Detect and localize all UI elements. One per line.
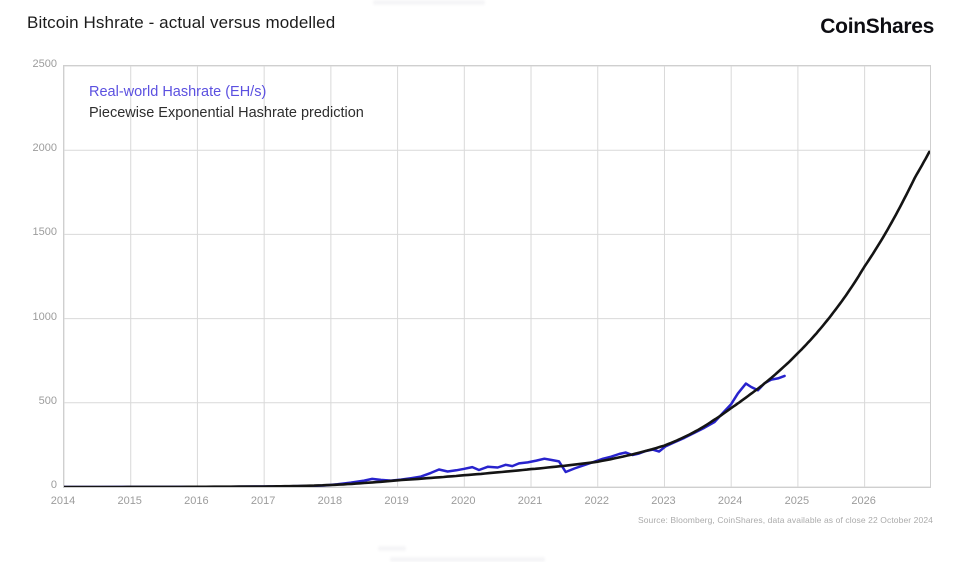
x-tick-label: 2017 bbox=[250, 495, 276, 507]
coinshares-logo: CoinShares bbox=[820, 15, 934, 38]
y-tick-label: 1000 bbox=[32, 310, 57, 323]
x-tick-label: 2015 bbox=[117, 495, 142, 507]
y-tick-label: 500 bbox=[38, 394, 57, 407]
x-tick-label: 2019 bbox=[384, 495, 409, 507]
y-tick-label: 0 bbox=[50, 479, 57, 491]
x-tick-label: 2016 bbox=[184, 495, 209, 507]
y-tick-label: 2500 bbox=[32, 58, 57, 70]
plot-area: Real-world Hashrate (EH/s) Piecewise Exp… bbox=[63, 65, 931, 488]
page-title: Bitcoin Hshrate - actual versus modelled bbox=[27, 13, 336, 32]
faint-artifact-bottom-2 bbox=[390, 557, 545, 562]
chart-legend: Real-world Hashrate (EH/s) Piecewise Exp… bbox=[89, 82, 364, 124]
faint-artifact-top bbox=[373, 0, 485, 5]
actual-hashrate-line bbox=[64, 374, 786, 487]
legend-actual-hashrate-label: Real-world Hashrate (EH/s) bbox=[89, 84, 267, 100]
y-tick-label: 1500 bbox=[32, 226, 57, 239]
legend-model-prediction-label: Piecewise Exponential Hashrate predictio… bbox=[89, 105, 364, 121]
x-tick-label: 2023 bbox=[651, 495, 676, 507]
x-tick-label: 2021 bbox=[517, 495, 543, 507]
x-tick-label: 2022 bbox=[584, 495, 609, 507]
x-tick-label: 2024 bbox=[717, 495, 743, 507]
x-tick-label: 2026 bbox=[851, 495, 876, 507]
source-note: Source: Bloomberg, CoinShares, data avai… bbox=[637, 515, 933, 525]
model-prediction-line bbox=[64, 150, 930, 487]
x-tick-label: 2018 bbox=[317, 495, 343, 507]
x-tick-label: 2020 bbox=[451, 495, 476, 507]
faint-artifact-bottom-1 bbox=[378, 546, 406, 551]
y-tick-label: 2000 bbox=[32, 142, 57, 155]
x-tick-label: 2014 bbox=[50, 495, 76, 507]
chart-canvas bbox=[64, 66, 930, 487]
x-tick-label: 2025 bbox=[784, 495, 810, 507]
